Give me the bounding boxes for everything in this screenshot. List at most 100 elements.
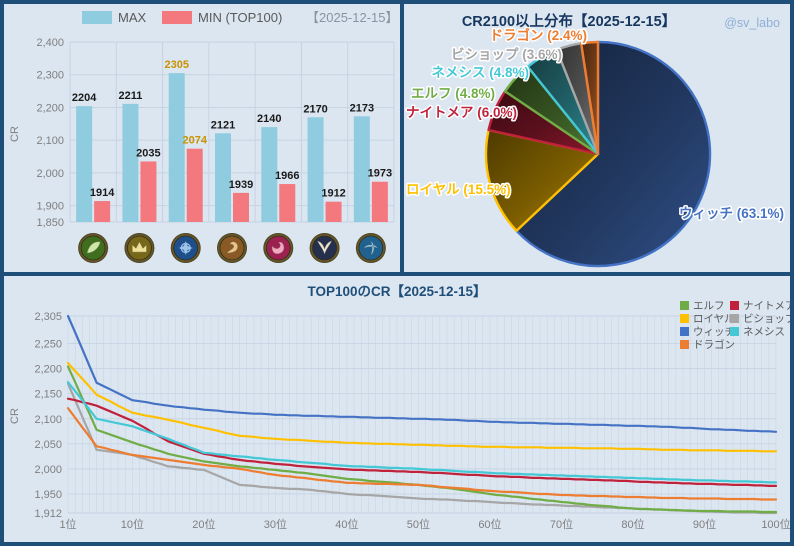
cr-distribution-pie-chart: ウィッチ (63.1%) ロイヤル (15.5%) ナイトメア (6.0%) エルフ … (404, 26, 786, 268)
y-tick-label: 2,400 (36, 37, 64, 49)
line-series (66, 381, 778, 484)
pie-slice (515, 40, 712, 268)
max-value-label: 2204 (72, 92, 97, 104)
legend-swatch (730, 314, 739, 323)
legend-label: ロイヤル (693, 313, 735, 325)
min-value-label: 1973 (368, 168, 392, 180)
legend-label: ナイトメア (743, 300, 790, 312)
max-value-label: 2211 (118, 90, 142, 102)
nemesis-icon (355, 233, 386, 263)
x-tick-label: 10位 (121, 517, 144, 531)
witch-icon (170, 233, 201, 263)
min-bar (186, 148, 203, 222)
y-tick-label: 2,000 (34, 464, 62, 476)
max-min-bar-chart: MAX MIN (TOP100) 【2025-12-15】 1,850 1,900 2,0… (9, 10, 399, 263)
legend-label: ビショップ (743, 313, 790, 325)
min-value-label: 1939 (229, 179, 253, 191)
line-series (66, 361, 778, 453)
min-bar (140, 161, 157, 222)
max-value-label: 2170 (303, 103, 327, 115)
legend-item: ネメシス (730, 326, 785, 338)
legend-swatch (680, 314, 689, 323)
dragon-icon (217, 233, 247, 263)
pie-chart-title: CR2100以上分布【2025-12-15】 (461, 14, 677, 30)
max-bar (122, 103, 139, 222)
legend-item: ウィッチ (680, 326, 735, 338)
legend-label: ドラゴン (693, 338, 735, 351)
max-value-label: 2121 (211, 119, 235, 131)
y-tick-label: 2,200 (36, 102, 64, 114)
line-chart-title: TOP100のCR【2025-12-15】 (307, 284, 486, 299)
legend-swatch (730, 301, 739, 310)
min-value-label: 2035 (136, 147, 160, 159)
y-tick-label: 2,000 (36, 168, 64, 180)
legend-label: ウィッチ (693, 326, 735, 338)
min-value-label: 1912 (321, 188, 345, 200)
max-bar (353, 116, 370, 222)
max-value-label: 2173 (350, 102, 374, 114)
min-bar (325, 201, 342, 222)
min-value-label: 2074 (182, 135, 207, 147)
royal-icon (124, 233, 155, 263)
x-tick-label: 1位 (59, 517, 76, 531)
top100-cr-line-chart-panel: TOP100のCR【2025-12-15】 2,305 2,250 2,200 2,15… (4, 276, 790, 542)
x-tick-label: 90位 (693, 517, 716, 531)
line-series (66, 314, 778, 433)
legend-swatch (680, 327, 689, 336)
line-y-axis-label: CR (9, 408, 21, 424)
pie-slice (580, 40, 600, 156)
max-min-bar-chart-panel: MAX MIN (TOP100) 【2025-12-15】 1,850 1,900 2,0… (4, 4, 400, 272)
y-tick-label: 2,250 (34, 339, 62, 351)
x-tick-label: 30位 (264, 517, 287, 531)
watermark-label: @sv_labo (724, 16, 780, 30)
y-tick-label: 2,150 (34, 389, 62, 401)
line-series (66, 407, 778, 501)
x-tick-label: 20位 (192, 517, 215, 531)
min-bar (233, 192, 249, 222)
max-value-label: 2305 (164, 59, 188, 71)
y-tick-label: 2,100 (36, 135, 64, 147)
cr-distribution-pie-panel: ウィッチ (63.1%) ロイヤル (15.5%) ナイトメア (6.0%) エルフ … (404, 4, 790, 272)
line-series (66, 397, 778, 487)
legend-label: エルフ (693, 300, 725, 312)
max-bar (307, 117, 324, 222)
y-tick-label: 2,200 (34, 364, 62, 376)
y-tick-label: 1,850 (36, 217, 64, 229)
max-bar (215, 133, 231, 222)
legend-item: エルフ (680, 300, 725, 312)
min-value-label: 1914 (90, 187, 115, 199)
x-tick-label: 60位 (478, 517, 501, 531)
y-tick-label: 1,900 (36, 201, 64, 213)
pie-slice-label: ネメシス (4.8%) (431, 65, 529, 80)
legend-swatch-min (162, 11, 192, 24)
pie-slice-label: ロイヤル (15.5%) (406, 182, 511, 197)
x-tick-label: 70位 (550, 517, 573, 531)
legend-swatch-max (82, 11, 112, 24)
legend-item: ドラゴン (680, 338, 735, 351)
max-bar (76, 106, 93, 222)
x-tick-label: 40位 (335, 517, 358, 531)
max-bar (168, 73, 185, 222)
min-bar (371, 181, 388, 222)
bishop-icon (309, 233, 340, 263)
bar-chart-date: 【2025-12-15】 (306, 10, 399, 25)
x-tick-label: 50位 (407, 517, 430, 531)
legend-swatch (680, 340, 689, 349)
legend-swatch (730, 327, 739, 336)
legend-label-max: MAX (118, 10, 147, 25)
y-tick-label: 2,050 (34, 439, 62, 451)
min-value-label: 1966 (275, 170, 299, 182)
legend-label-min: MIN (TOP100) (198, 10, 282, 25)
y-tick-label: 2,305 (34, 311, 62, 323)
pie-slice-label: ビショップ (3.6%) (451, 47, 562, 62)
min-bar (94, 201, 111, 222)
max-value-label: 2140 (257, 113, 281, 125)
pie-slice-label: ナイトメア (6.0%) (406, 105, 517, 120)
pie-slice-label: ウィッチ (63.1%) (679, 206, 784, 221)
y-tick-label: 2,100 (34, 414, 62, 426)
top-row: MAX MIN (TOP100) 【2025-12-15】 1,850 1,900 2,0… (4, 4, 790, 272)
max-bar (261, 127, 278, 222)
pie-slice-label: ドラゴン (2.4%) (489, 27, 587, 43)
pie-slice-label: エルフ (4.8%) (411, 86, 495, 101)
elf-icon (78, 233, 109, 263)
